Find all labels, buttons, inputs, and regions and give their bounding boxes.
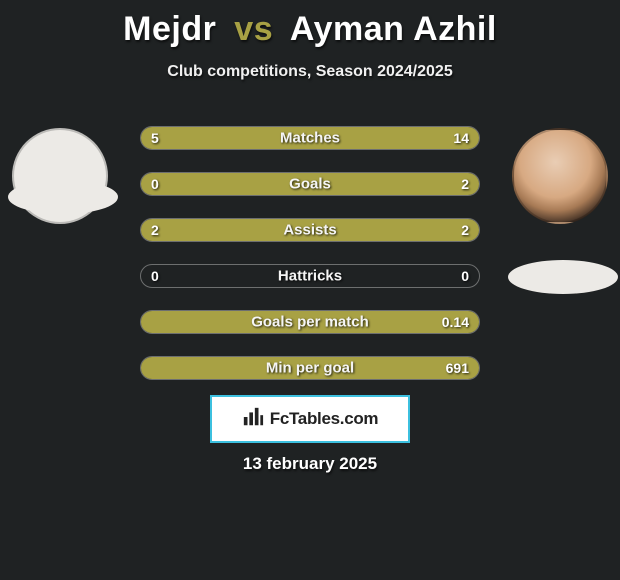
stat-value-left: 2 [151,222,159,238]
stat-value-right: 691 [446,360,469,376]
stat-row: Min per goal 691 [140,356,480,380]
bar-fill-right [229,127,479,149]
source-badge: FcTables.com [210,395,410,443]
stat-value-right: 14 [453,130,469,146]
player1-club-logo [8,180,118,214]
player1-avatar [12,128,108,224]
stat-label: Goals [289,176,331,193]
vs-label: vs [234,10,273,48]
player1-name: Mejdr [123,10,216,48]
stat-value-right: 2 [461,222,469,238]
player2-club-logo [508,260,618,294]
bars-icon [242,406,264,433]
stat-value-left: 0 [151,176,159,192]
player2-avatar [512,128,608,224]
comparison-bars: 5 Matches 14 0 Goals 2 2 Assists 2 0 Hattricks 0 Goa… [140,126,480,402]
subtitle: Club competitions, Season 2024/2025 [0,63,620,81]
source-text: FcTables.com [270,409,379,429]
stat-row: Goals per match 0.14 [140,310,480,334]
stat-value-right: 2 [461,176,469,192]
stat-label: Min per goal [266,360,354,377]
stat-value-left: 0 [151,268,159,284]
player2-name: Ayman Azhil [290,10,497,48]
stat-row: 0 Goals 2 [140,172,480,196]
stat-value-left: 5 [151,130,159,146]
stat-label: Matches [280,130,340,147]
stat-label: Hattricks [278,268,342,285]
stat-value-right: 0.14 [442,314,469,330]
stat-value-right: 0 [461,268,469,284]
comparison-title: Mejdr vs Ayman Azhil [0,0,620,49]
stat-row: 2 Assists 2 [140,218,480,242]
stat-label: Goals per match [251,314,369,331]
stat-row: 5 Matches 14 [140,126,480,150]
stat-row: 0 Hattricks 0 [140,264,480,288]
snapshot-date: 13 february 2025 [0,454,620,474]
stat-label: Assists [283,222,336,239]
